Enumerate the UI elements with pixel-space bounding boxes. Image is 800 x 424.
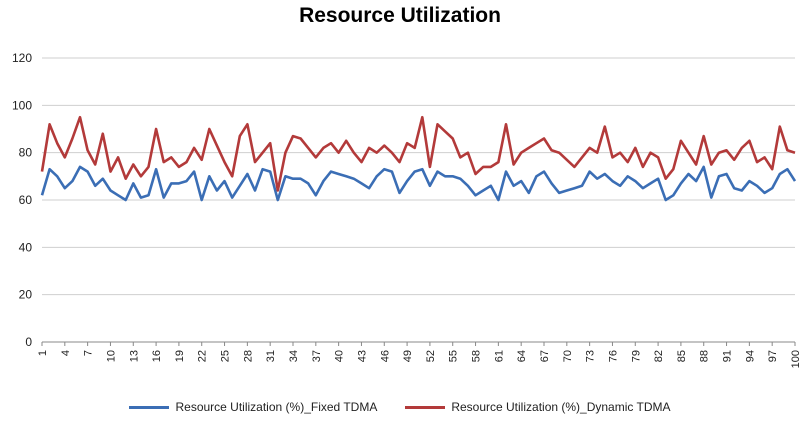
series-line-fixed-tdma: [40, 165, 797, 202]
legend-swatch-dynamic: [405, 405, 446, 409]
x-tick-label: 64: [516, 350, 528, 362]
x-tick-label: 61: [493, 350, 505, 362]
y-tick-label: 60: [19, 193, 33, 207]
x-tick-label: 40: [334, 350, 346, 362]
x-tick-label: 37: [311, 350, 323, 362]
x-tick-label: 76: [607, 350, 619, 362]
series-line-dynamic-tdma: [40, 115, 796, 192]
x-tick-label: 55: [448, 350, 460, 362]
legend-item-fixed: Resource Utilization (%)_Fixed TDMA: [129, 397, 377, 417]
x-tick-label: 85: [676, 350, 688, 362]
legend-label-fixed: Resource Utilization (%)_Fixed TDMA: [175, 400, 378, 414]
y-tick-label: 100: [12, 98, 32, 112]
x-tick-label: 13: [128, 350, 140, 362]
x-tick-label: 91: [722, 350, 734, 362]
x-tick-label: 97: [767, 350, 779, 362]
x-tick-label: 7: [83, 350, 95, 356]
x-tick-label: 46: [379, 350, 391, 362]
x-tick-label: 22: [197, 350, 209, 362]
y-tick-label: 20: [19, 288, 33, 302]
x-tick-label: 1: [37, 350, 49, 356]
legend-swatch-fixed: [129, 405, 170, 409]
x-tick-label: 100: [790, 350, 800, 368]
x-tick-label: 19: [174, 350, 186, 362]
x-tick-label: 31: [265, 350, 277, 362]
x-tick-label: 25: [220, 350, 232, 362]
legend-item-dynamic: Resource Utilization (%)_Dynamic TDMA: [405, 397, 671, 417]
x-tick-label: 70: [562, 350, 574, 362]
x-tick-label: 34: [288, 350, 300, 362]
x-tick-label: 49: [402, 350, 414, 362]
x-tick-label: 67: [539, 350, 551, 362]
y-tick-label: 40: [19, 240, 33, 254]
y-tick-label: 80: [19, 146, 33, 160]
x-tick-label: 58: [471, 350, 483, 362]
legend: Resource Utilization (%)_Fixed TDMA Reso…: [0, 397, 800, 417]
y-tick-label: 120: [12, 51, 32, 65]
x-tick-label: 16: [151, 350, 163, 362]
legend-label-dynamic: Resource Utilization (%)_Dynamic TDMA: [451, 400, 671, 414]
x-tick-label: 82: [653, 350, 665, 362]
x-tick-label: 10: [105, 350, 117, 362]
chart-title: Resource Utilization: [299, 4, 501, 27]
x-tick-label: 79: [630, 350, 642, 362]
x-tick-label: 28: [242, 350, 254, 362]
x-tick-label: 52: [425, 350, 437, 362]
x-tick-label: 88: [699, 350, 711, 362]
x-tick-label: 43: [356, 350, 368, 362]
x-tick-label: 94: [744, 350, 756, 362]
x-tick-label: 73: [585, 350, 597, 362]
y-tick-label: 0: [25, 335, 32, 349]
x-tick-label: 4: [60, 350, 72, 356]
